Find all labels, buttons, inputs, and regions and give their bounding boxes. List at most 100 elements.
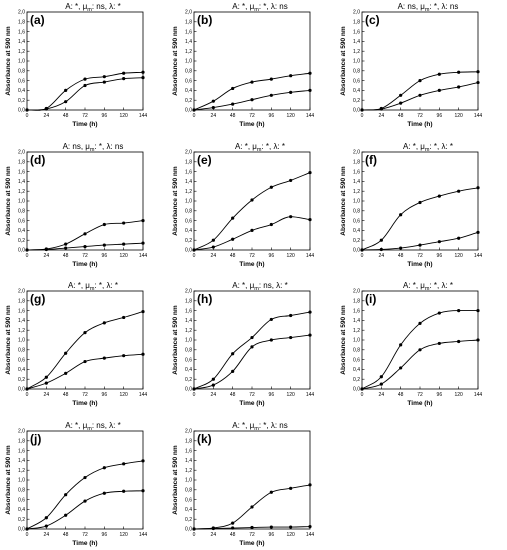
y-tick-label: 0,4 bbox=[18, 228, 25, 234]
data-point bbox=[192, 387, 196, 391]
x-tick-label: 96 bbox=[102, 532, 108, 538]
data-point bbox=[476, 186, 480, 190]
y-tick-label: 1,0 bbox=[353, 199, 360, 205]
series-line-1 bbox=[26, 460, 144, 530]
y-tick-label: 1,8 bbox=[18, 439, 25, 445]
y-tick-label: 1,4 bbox=[18, 318, 25, 324]
x-tick-label: 144 bbox=[474, 113, 483, 119]
data-point bbox=[308, 88, 312, 92]
data-point bbox=[250, 198, 254, 202]
x-tick-label: 120 bbox=[286, 392, 295, 398]
y-tick-label: 0,8 bbox=[185, 209, 192, 215]
y-tick-label: 1,2 bbox=[185, 328, 192, 334]
panel-title: A: ns, μm: *, λ: ns bbox=[63, 142, 124, 153]
x-tick-label: 72 bbox=[82, 113, 88, 119]
data-point bbox=[250, 335, 254, 340]
x-tick-label: 48 bbox=[230, 253, 236, 259]
y-tick-label: 0,0 bbox=[18, 248, 25, 254]
y-tick-label: 1,2 bbox=[185, 189, 192, 195]
x-tick-label: 48 bbox=[63, 253, 69, 259]
y-tick-label: 1,4 bbox=[18, 458, 25, 464]
data-point bbox=[231, 86, 235, 91]
x-axis-title: Time (h) bbox=[407, 121, 432, 128]
data-point bbox=[64, 100, 68, 104]
data-point bbox=[289, 335, 293, 340]
panel-title: A: *, μm: *, λ: * bbox=[403, 142, 453, 153]
data-point bbox=[25, 387, 29, 391]
x-tick-label: 120 bbox=[119, 532, 128, 538]
data-point bbox=[308, 218, 312, 222]
y-tick-label: 0,6 bbox=[185, 78, 192, 84]
data-point bbox=[379, 107, 383, 111]
y-tick-label: 1,6 bbox=[353, 169, 360, 175]
y-axis-title: Absorbance at 590 nm bbox=[5, 166, 12, 236]
x-axis-title: Time (h) bbox=[407, 261, 432, 268]
data-point bbox=[418, 243, 422, 247]
x-axis-title: Time (h) bbox=[239, 121, 264, 128]
x-tick-label: 72 bbox=[82, 532, 88, 538]
data-point bbox=[437, 311, 441, 315]
data-point bbox=[360, 248, 364, 252]
x-axis-title: Time (h) bbox=[239, 540, 264, 547]
data-point bbox=[457, 236, 461, 240]
data-point bbox=[418, 321, 422, 325]
data-point bbox=[64, 493, 68, 497]
data-point bbox=[102, 356, 106, 360]
y-tick-label: 0,2 bbox=[353, 238, 360, 244]
y-tick-label: 0,2 bbox=[353, 98, 360, 104]
data-point bbox=[102, 466, 106, 470]
series-line-1 bbox=[193, 172, 311, 251]
data-point bbox=[44, 375, 48, 379]
data-point bbox=[141, 309, 145, 314]
chart-panel-j: (j) A: *, μm: ns, λ: * 0,0 0,2 0,4 0,6 0,8 1,0 1… bbox=[5, 421, 147, 547]
data-point bbox=[25, 248, 29, 252]
y-tick-label: 1,8 bbox=[353, 20, 360, 26]
y-tick-label: 1,8 bbox=[185, 20, 192, 26]
data-point bbox=[64, 371, 68, 375]
y-tick-label: 0,4 bbox=[18, 88, 25, 94]
y-axis-title: Absorbance at 590 nm bbox=[340, 26, 347, 96]
chart-panel-f: (f) A: *, μm: *, λ: * 0,0 0,2 0,4 0,6 0,8 1,0 1,… bbox=[340, 142, 482, 268]
data-point bbox=[399, 343, 403, 347]
y-tick-label: 2,0 bbox=[18, 429, 25, 435]
y-tick-label: 1,4 bbox=[185, 318, 192, 324]
data-point bbox=[83, 359, 87, 364]
x-tick-label: 0 bbox=[193, 532, 196, 538]
chart-panel-d: (d) A: ns, μm: *, λ: ns 0,0 0,2 0,4 0,6 0,8 1,0… bbox=[5, 142, 147, 268]
y-tick-label: 1,8 bbox=[18, 20, 25, 26]
y-tick-label: 2,0 bbox=[185, 10, 192, 16]
data-point bbox=[141, 352, 145, 356]
data-point bbox=[44, 516, 48, 520]
x-tick-label: 144 bbox=[306, 113, 315, 119]
data-point bbox=[269, 338, 273, 342]
y-tick-label: 0,4 bbox=[185, 228, 192, 234]
data-point bbox=[418, 348, 422, 352]
x-tick-label: 0 bbox=[26, 253, 29, 259]
x-tick-label: 120 bbox=[454, 392, 463, 398]
x-tick-label: 72 bbox=[82, 253, 88, 259]
x-axis-title: Time (h) bbox=[72, 261, 97, 268]
data-point bbox=[122, 489, 126, 493]
x-tick-label: 72 bbox=[249, 532, 255, 538]
y-tick-label: 1,6 bbox=[18, 169, 25, 175]
data-point bbox=[44, 381, 48, 385]
x-tick-label: 0 bbox=[361, 392, 364, 398]
data-point bbox=[418, 79, 422, 83]
y-tick-label: 0,8 bbox=[353, 69, 360, 75]
data-point bbox=[102, 80, 106, 84]
data-point bbox=[211, 526, 215, 531]
x-tick-label: 96 bbox=[102, 253, 108, 259]
y-tick-label: 1,2 bbox=[18, 468, 25, 474]
data-point bbox=[211, 105, 215, 110]
data-point bbox=[231, 102, 235, 106]
x-tick-label: 120 bbox=[454, 253, 463, 259]
data-point bbox=[379, 375, 383, 379]
x-tick-label: 48 bbox=[230, 532, 236, 538]
y-tick-label: 0,2 bbox=[18, 98, 25, 104]
y-tick-label: 1,4 bbox=[353, 179, 360, 185]
panel-letter: (g) bbox=[30, 292, 45, 306]
x-tick-label: 72 bbox=[249, 253, 255, 259]
data-point bbox=[102, 243, 106, 247]
y-axis-title: Absorbance at 590 nm bbox=[172, 445, 179, 515]
y-tick-label: 1,2 bbox=[18, 189, 25, 195]
